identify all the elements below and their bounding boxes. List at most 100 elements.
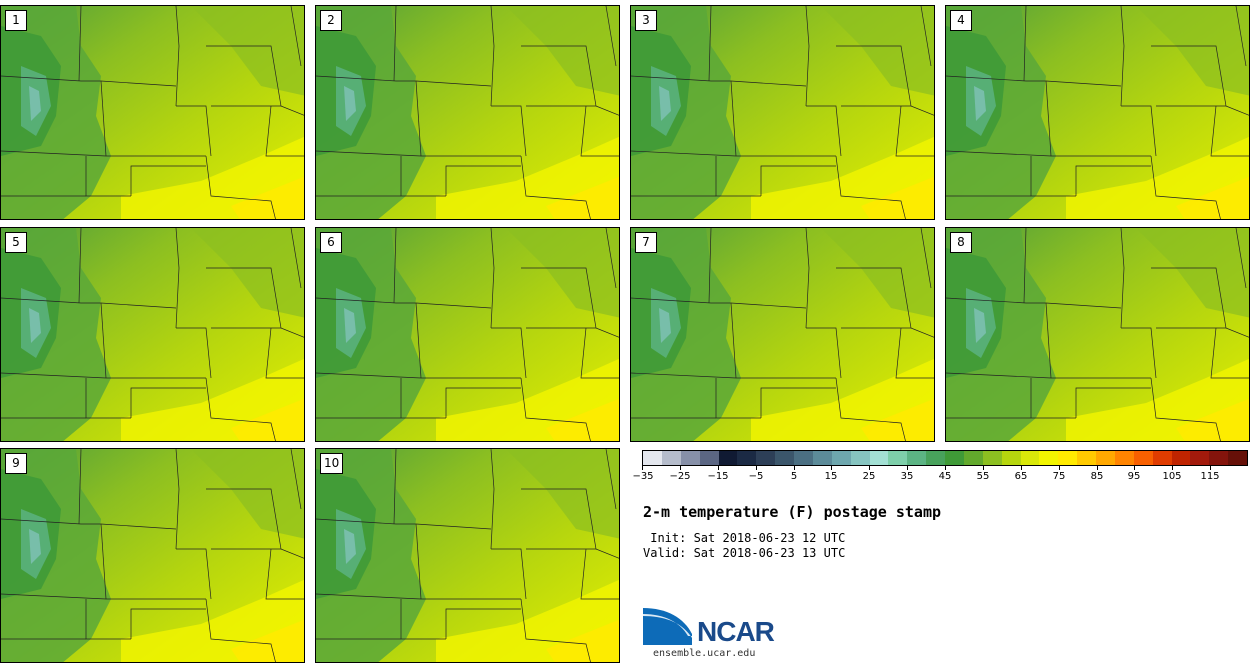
colorbar-swatch xyxy=(643,451,662,465)
colorbar-tick xyxy=(831,466,832,470)
colorbar-tick xyxy=(642,466,643,470)
stamp-panel-1[interactable]: 1 xyxy=(0,5,305,220)
stamp-panel-10[interactable]: 10 xyxy=(315,448,620,663)
colorbar-swatch xyxy=(812,451,832,465)
map-7 xyxy=(631,228,934,441)
colorbar-ticks: −35 −25 −15 −5 5 15 25 35 45 55 65 75 85 95 105 115 xyxy=(632,466,1248,488)
colorbar-swatch xyxy=(1058,451,1078,465)
colorbar-swatch xyxy=(1114,451,1134,465)
map-1 xyxy=(1,6,304,219)
init-time: Init: Sat 2018-06-23 12 UTC xyxy=(643,531,846,545)
ncar-logo-text: NCAR xyxy=(697,616,775,647)
colorbar-tick-label: 85 xyxy=(1090,471,1104,482)
colorbar-swatch xyxy=(718,451,738,465)
map-10 xyxy=(316,449,619,662)
panel-number: 1 xyxy=(5,10,27,31)
colorbar-swatch xyxy=(1039,451,1059,465)
map-2 xyxy=(316,6,619,219)
colorbar-tick xyxy=(1210,466,1211,470)
colorbar-swatch xyxy=(1152,451,1172,465)
colorbar-swatch xyxy=(1190,451,1210,465)
colorbar-tick xyxy=(794,466,795,470)
colorbar-tick-label: 25 xyxy=(862,471,876,482)
colorbar-tick-label: −15 xyxy=(707,471,729,482)
site-url[interactable]: ensemble.ucar.edu xyxy=(653,648,756,659)
colorbar-swatch xyxy=(794,451,813,465)
colorbar-swatch xyxy=(775,451,794,465)
colorbar xyxy=(642,450,1248,466)
colorbar-swatch xyxy=(737,451,757,465)
colorbar-swatch xyxy=(831,451,851,465)
colorbar-tick xyxy=(1097,466,1098,470)
stamp-panel-4[interactable]: 4 xyxy=(945,5,1250,220)
stamp-panel-6[interactable]: 6 xyxy=(315,227,620,442)
stamp-panel-7[interactable]: 7 xyxy=(630,227,935,442)
map-4 xyxy=(946,6,1249,219)
colorbar-tick xyxy=(945,466,946,470)
colorbar-tick-label: 115 xyxy=(1200,471,1220,482)
colorbar-swatch xyxy=(1133,451,1153,465)
colorbar-tick-label: 5 xyxy=(790,471,798,482)
colorbar-swatch xyxy=(888,451,908,465)
colorbar-swatch xyxy=(982,451,1002,465)
colorbar-swatch xyxy=(926,451,945,465)
ncar-logo-swoosh xyxy=(643,608,692,645)
ncar-logo xyxy=(643,608,692,645)
map-5 xyxy=(1,228,304,441)
colorbar-swatch xyxy=(907,451,927,465)
map-title: 2-m temperature (F) postage stamp xyxy=(643,503,942,521)
colorbar-swatch xyxy=(1077,451,1096,465)
stamp-panel-9[interactable]: 9 xyxy=(0,448,305,663)
colorbar-tick-label: 55 xyxy=(976,471,990,482)
panel-number: 4 xyxy=(950,10,972,31)
colorbar-tick xyxy=(756,466,757,470)
colorbar-swatch xyxy=(699,451,719,465)
colorbar-swatch xyxy=(945,451,964,465)
colorbar-swatch xyxy=(963,451,983,465)
colorbar-swatch xyxy=(1209,451,1229,465)
panel-number: 3 xyxy=(635,10,657,31)
colorbar-tick xyxy=(1172,466,1173,470)
colorbar-tick-label: −5 xyxy=(748,471,764,482)
colorbar-swatch xyxy=(680,451,700,465)
colorbar-tick-label: 75 xyxy=(1052,471,1066,482)
map-3 xyxy=(631,6,934,219)
colorbar-tick-label: −25 xyxy=(669,471,691,482)
colorbar-tick-label: 65 xyxy=(1014,471,1028,482)
colorbar-tick-label: 45 xyxy=(938,471,952,482)
colorbar-tick-label: −35 xyxy=(632,471,654,482)
panel-number: 8 xyxy=(950,232,972,253)
stamp-panel-5[interactable]: 5 xyxy=(0,227,305,442)
colorbar-tick xyxy=(1134,466,1135,470)
panel-number: 2 xyxy=(320,10,342,31)
stamp-panel-2[interactable]: 2 xyxy=(315,5,620,220)
colorbar-swatch xyxy=(869,451,889,465)
colorbar-tick-label: 15 xyxy=(824,471,838,482)
colorbar-swatch xyxy=(850,451,870,465)
colorbar-swatch xyxy=(1020,451,1040,465)
colorbar-tick xyxy=(718,466,719,470)
colorbar-tick xyxy=(869,466,870,470)
valid-time: Valid: Sat 2018-06-23 13 UTC xyxy=(643,546,846,560)
colorbar-tick-label: 35 xyxy=(900,471,914,482)
colorbar-swatch xyxy=(756,451,776,465)
panel-number: 9 xyxy=(5,453,27,474)
stamp-panel-3[interactable]: 3 xyxy=(630,5,935,220)
colorbar-tick-label: 105 xyxy=(1162,471,1182,482)
map-8 xyxy=(946,228,1249,441)
colorbar-tick xyxy=(1059,466,1060,470)
colorbar-tick xyxy=(1021,466,1022,470)
map-6 xyxy=(316,228,619,441)
stamp-panel-8[interactable]: 8 xyxy=(945,227,1250,442)
panel-number: 5 xyxy=(5,232,27,253)
panel-number: 10 xyxy=(320,453,344,474)
colorbar-swatch xyxy=(1228,451,1247,465)
colorbar-tick xyxy=(983,466,984,470)
map-9 xyxy=(1,449,304,662)
colorbar-tick xyxy=(907,466,908,470)
colorbar-swatch xyxy=(1001,451,1021,465)
panel-number: 6 xyxy=(320,232,342,253)
colorbar-swatch xyxy=(1096,451,1115,465)
panel-number: 7 xyxy=(635,232,657,253)
colorbar-tick xyxy=(680,466,681,470)
